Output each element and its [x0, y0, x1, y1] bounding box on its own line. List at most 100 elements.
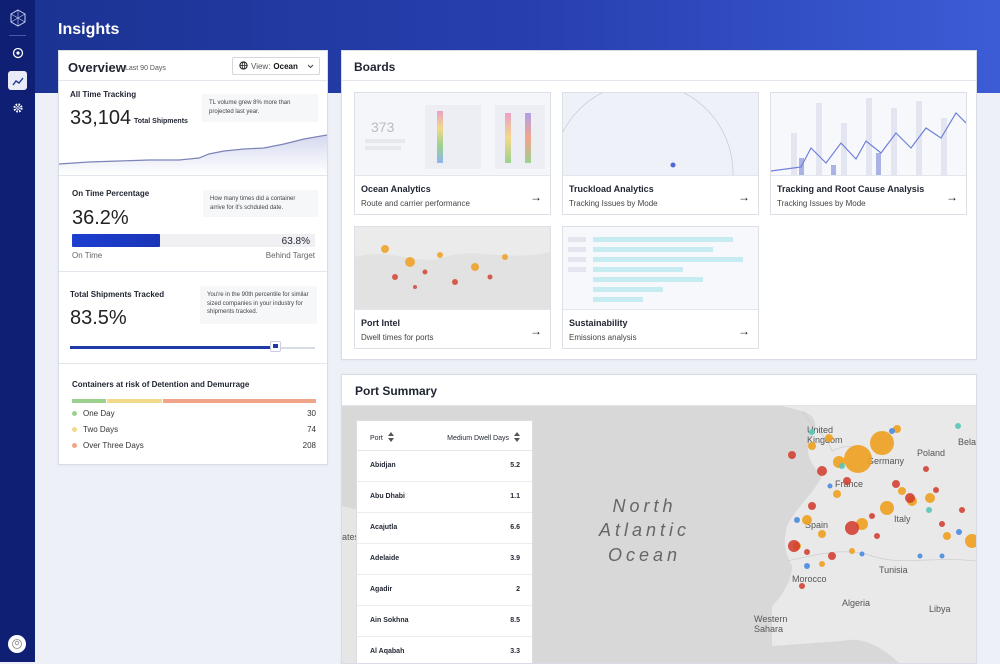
table-row[interactable]: Abu Dhabi 1.1	[357, 482, 532, 513]
port-table: Port Medium Dwell Days Abidjan 5.2 Abu Dh…	[356, 420, 533, 663]
table-row[interactable]: Acajutla 6.6	[357, 513, 532, 544]
board-description: Emissions analysis	[569, 333, 637, 342]
map-label-algeria: Algeria	[842, 598, 871, 608]
board-tile-root-cause[interactable]: Tracking and Root Cause Analysis Trackin…	[770, 92, 967, 215]
dwell-days: 8.5	[510, 617, 520, 624]
table-row[interactable]: Al Aqabah 3.3	[357, 637, 532, 663]
ocean-label-line: North	[612, 496, 677, 516]
volume-note: TL volume grew 8% more than projected la…	[202, 94, 318, 122]
map-label-germany: Germany	[867, 456, 905, 466]
on-time-note: How many times did a container arrive fo…	[203, 190, 318, 217]
map-label-tunisia: Tunisia	[879, 565, 908, 575]
shipments-tracked-section: Total Shipments Tracked 83.5% You're in …	[59, 272, 327, 364]
port-name: Adelaide	[370, 555, 400, 562]
dwell-column-label: Medium Dwell Days	[447, 434, 509, 442]
total-shipments-value: 33,104	[70, 107, 132, 129]
percentile-note: You're in the 90th percentile for simila…	[200, 286, 317, 324]
overview-subtitle: Last 90 Days	[125, 65, 166, 72]
view-selector-button[interactable]: View: Ocean	[232, 57, 320, 75]
table-row[interactable]: Agadir 2	[357, 575, 532, 606]
sort-by-port-button[interactable]: Port	[370, 432, 394, 444]
arrow-right-icon: →	[946, 190, 958, 204]
tracked-heading: Total Shipments Tracked	[70, 290, 165, 299]
table-row[interactable]: Adelaide 3.9	[357, 544, 532, 575]
sort-icon	[387, 432, 394, 444]
overview-card: Overview Last 90 Days View: Ocean All Ti…	[58, 50, 328, 465]
overview-header: Overview Last 90 Days View: Ocean	[59, 51, 327, 81]
port-summary-title: Port Summary	[355, 384, 438, 398]
board-name: Sustainability	[569, 318, 628, 328]
arrow-right-icon: →	[530, 190, 542, 204]
map-label-libya: Libya	[929, 604, 951, 614]
risk-value: 208	[302, 441, 316, 450]
risk-label: Over Three Days	[83, 441, 144, 450]
one-day-dot-icon	[72, 411, 77, 416]
risk-row-one-day: One Day 30	[72, 409, 316, 418]
all-time-heading: All Time Tracking	[70, 90, 137, 99]
port-name: Abidjan	[370, 462, 396, 469]
port-column-label: Port	[370, 434, 383, 442]
risk-bar-two-days	[107, 399, 162, 403]
map-label-spain: Spain	[805, 520, 829, 530]
board-tile-sustainability[interactable]: Sustainability Emissions analysis →	[562, 226, 759, 349]
chevron-down-icon	[307, 62, 314, 71]
sort-by-dwell-button[interactable]: Medium Dwell Days	[447, 432, 520, 444]
detention-risk-section: Containers at risk of Detention and Demu…	[59, 364, 327, 464]
on-time-value: 36.2%	[72, 207, 129, 229]
port-name: Agadir	[370, 586, 393, 593]
table-row[interactable]: Ain Sokhna 8.5	[357, 606, 532, 637]
board-name: Truckload Analytics	[569, 184, 654, 194]
insights-icon[interactable]	[8, 71, 27, 90]
dwell-days: 5.2	[510, 462, 520, 469]
sidebar-rail	[0, 0, 35, 662]
port-table-header: Port Medium Dwell Days	[357, 421, 532, 451]
risk-value: 74	[307, 425, 316, 434]
boards-header: Boards	[342, 51, 976, 81]
ocean-analytics-thumbnail: 373	[355, 93, 550, 176]
map-label-poland: Poland	[917, 448, 946, 458]
board-name: Tracking and Root Cause Analysis	[777, 184, 925, 194]
on-time-label: On Time	[72, 251, 103, 260]
on-time-section: On Time Percentage 36.2% How many times …	[59, 176, 327, 272]
user-avatar-icon[interactable]	[8, 635, 26, 653]
ocean-label: North Atlantic Ocean	[599, 494, 690, 567]
behind-target-value: 63.8%	[281, 236, 310, 247]
boards-title: Boards	[354, 60, 396, 74]
page-title: Insights	[58, 21, 120, 38]
dwell-days: 2	[516, 586, 520, 593]
arrow-right-icon: →	[738, 324, 750, 338]
port-name: Ain Sokhna	[370, 617, 409, 624]
sort-icon	[514, 432, 520, 444]
on-time-bar-fill	[72, 234, 160, 247]
tracking-icon[interactable]	[8, 43, 27, 62]
board-description: Dwell times for ports	[361, 333, 434, 342]
risk-stacked-bar	[72, 399, 316, 403]
port-name: Abu Dhabi	[370, 493, 405, 500]
port-intel-thumbnail	[355, 227, 550, 310]
map-label-italy: Italy	[894, 514, 911, 524]
logo-icon[interactable]	[8, 8, 27, 27]
tracked-slider-handle[interactable]	[270, 341, 281, 352]
board-name: Ocean Analytics	[361, 184, 431, 194]
board-tile-truckload-analytics[interactable]: Truckload Analytics Tracking Issues by M…	[562, 92, 759, 215]
board-description: Tracking Issues by Mode	[777, 199, 866, 208]
arrow-right-icon: →	[738, 190, 750, 204]
behind-target-label: Behind Target	[265, 251, 315, 260]
board-description: Tracking Issues by Mode	[569, 199, 658, 208]
over-three-days-dot-icon	[72, 443, 77, 448]
boards-card: Boards 373 Ocean Analytics Route and car…	[341, 50, 977, 360]
all-time-tracking-section: All Time Tracking 33,104 Total Shipments…	[59, 81, 327, 176]
board-tile-port-intel[interactable]: Port Intel Dwell times for ports →	[354, 226, 551, 349]
board-tile-ocean-analytics[interactable]: 373 Ocean Analytics Route and carrier pe…	[354, 92, 551, 215]
tracked-slider-fill	[70, 346, 275, 349]
root-cause-thumbnail	[771, 93, 966, 176]
ocean-label-line: Atlantic	[599, 520, 691, 541]
map-label-states: ates	[342, 532, 360, 542]
view-value: Ocean	[273, 61, 298, 71]
port-summary-header: Port Summary	[342, 375, 976, 406]
settings-gear-icon[interactable]	[8, 98, 27, 117]
table-row[interactable]: Abidjan 5.2	[357, 451, 532, 482]
risk-label: Two Days	[83, 425, 119, 434]
map-label-uk: United Kingdom	[807, 425, 843, 445]
board-name: Port Intel	[361, 318, 401, 328]
